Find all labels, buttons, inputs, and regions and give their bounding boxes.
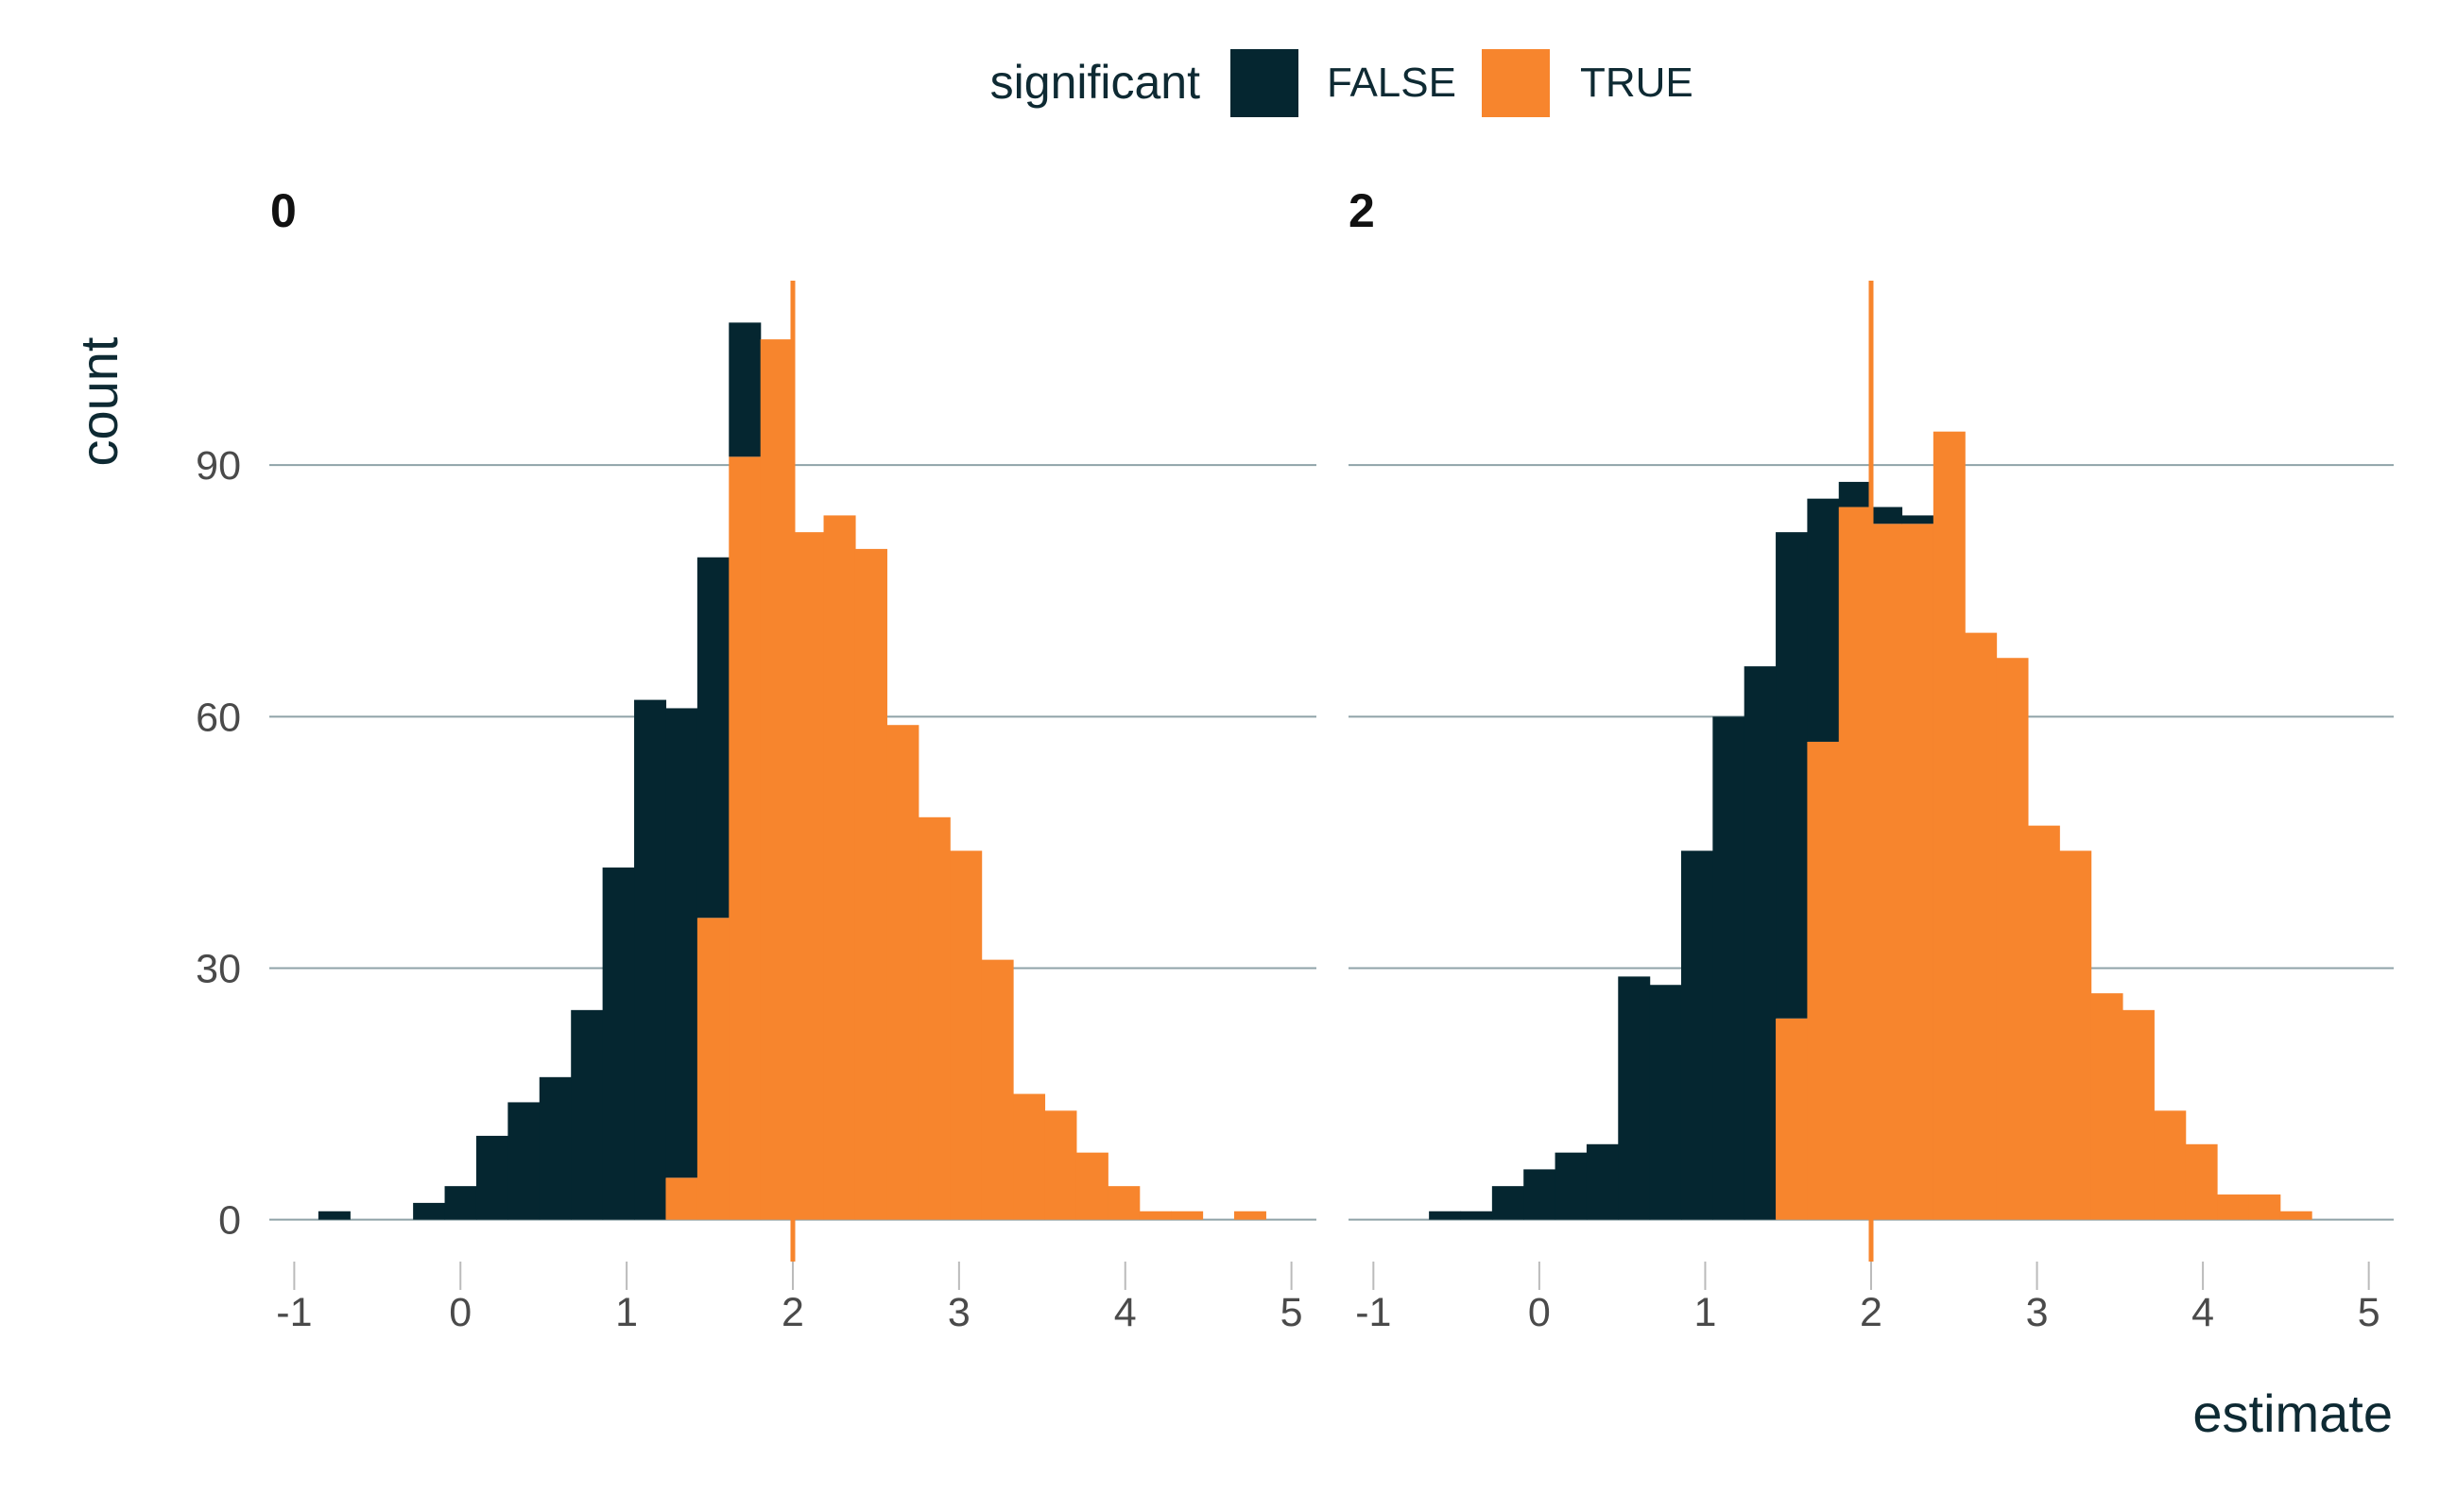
x-axis-title: estimate [2192,1383,2393,1443]
bar-true [1776,1018,1809,1220]
bar-true [1233,1211,1266,1220]
y-tick-label: 90 [196,443,241,489]
bar-true [1013,1093,1046,1220]
bar-true [1807,741,1840,1220]
x-tick-label: 2 [782,1290,804,1335]
y-axis-title: count [69,336,129,466]
x-tick-label: 1 [615,1290,638,1335]
bar-true [886,725,919,1220]
bar-false [1680,850,1713,1220]
bar-false [1807,498,1840,742]
x-tick-label: -1 [276,1290,312,1335]
bar-false [665,708,698,1178]
bar-true [1901,524,1934,1220]
bar-false [571,1009,604,1220]
y-tick-label: 0 [218,1198,241,1244]
bar-true [792,532,825,1220]
facet-panel-2: -1 0 1 2 3 4 5 [1349,281,2394,1335]
bar-true [1996,658,2029,1220]
bar-false [1460,1211,1493,1220]
bar-true [918,816,951,1220]
bar-false [539,1076,572,1220]
bar-false [318,1211,351,1220]
bar-false [729,322,762,457]
facet-title-0: 0 [270,184,297,237]
bar-true [950,850,983,1220]
facet-panel-0: 0 30 60 90 -1 0 1 2 3 4 5 [196,281,1316,1335]
bar-false [1712,716,1745,1220]
bar-false [1586,1143,1619,1220]
bar-false [475,1135,508,1220]
bar-false [1838,481,1871,507]
bar-false [1776,532,1809,1019]
bar-false [413,1202,446,1220]
y-tick-label: 60 [196,695,241,740]
bar-true [2027,825,2060,1220]
x-tick-label: 5 [2358,1290,2380,1335]
bar-true [981,959,1014,1220]
bar-false [602,868,635,1220]
x-tick-label: -1 [1355,1290,1391,1335]
bar-true [729,456,762,1220]
x-tick-label: 2 [1860,1290,1882,1335]
x-tick-label: 5 [1280,1290,1303,1335]
bar-false [444,1186,477,1220]
x-tick-label: 4 [2191,1290,2214,1335]
bar-true [1044,1110,1077,1220]
bar-true [1870,524,1903,1220]
x-tick-label: 4 [1114,1290,1137,1335]
legend: significant FALSE TRUE [990,49,1693,117]
y-tick-label: 30 [196,946,241,991]
bar-true [2279,1211,2312,1220]
bar-false [1618,976,1651,1220]
bar-false [1901,515,1934,524]
bar-false [634,699,667,1220]
bar-true [1838,507,1871,1220]
bar-true [2122,1009,2155,1220]
bar-true [696,918,730,1220]
x-tick-label: 0 [449,1290,472,1335]
bar-true [854,548,887,1220]
legend-label-true: TRUE [1580,60,1693,106]
bar-true [2217,1194,2249,1220]
bar-false [696,557,730,919]
bar-true [2154,1110,2187,1220]
bar-false [507,1102,541,1220]
bar-true [1075,1152,1108,1220]
bar-false [1429,1211,1462,1220]
bar-false [1523,1169,1556,1220]
legend-swatch-true [1482,49,1550,117]
bar-true [1171,1211,1204,1220]
bar-true [1933,431,1966,1220]
bar-false [1649,985,1682,1220]
legend-label-false: FALSE [1327,60,1456,106]
bar-false [1555,1152,1588,1220]
legend-title: significant [990,56,1200,109]
bar-true [2248,1194,2281,1220]
bar-true [2185,1143,2218,1220]
bar-false [1744,666,1777,1220]
facet-title-2: 2 [1349,184,1375,237]
bar-true [665,1177,698,1220]
bar-true [1139,1211,1172,1220]
bar-true [823,515,856,1220]
bar-false [1491,1186,1524,1220]
x-tick-label: 3 [948,1290,971,1335]
legend-swatch-false [1230,49,1298,117]
bar-true [2059,850,2092,1220]
x-tick-label: 3 [2026,1290,2049,1335]
bar-true [1108,1186,1141,1220]
bar-false [1870,507,1903,524]
bar-true [2090,993,2123,1220]
x-tick-label: 1 [1693,1290,1716,1335]
x-tick-label: 0 [1528,1290,1551,1335]
bar-true [760,339,793,1220]
bar-true [1965,632,1998,1220]
